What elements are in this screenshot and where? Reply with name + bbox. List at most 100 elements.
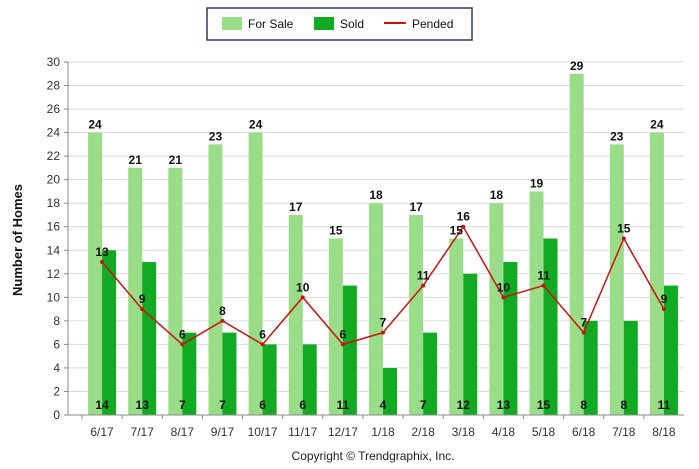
copyright-text: Copyright © Trendgraphix, Inc.: [292, 449, 455, 463]
data-label-for-sale: 15: [450, 224, 464, 238]
data-label-pended: 9: [139, 292, 146, 306]
y-tick-label: 30: [47, 55, 61, 69]
data-label-sold: 8: [620, 398, 627, 412]
data-label-for-sale: 18: [490, 188, 504, 202]
bar-sold: [423, 332, 438, 415]
bar-for-sale: [369, 203, 383, 415]
data-label-sold: 4: [380, 398, 387, 412]
data-label-pended: 6: [179, 327, 186, 341]
x-tick-label: 4/18: [492, 425, 516, 439]
x-tick-label: 8/18: [652, 425, 676, 439]
y-tick-label: 16: [47, 220, 61, 234]
data-label-sold: 11: [658, 398, 671, 412]
data-label-pended: 11: [417, 269, 430, 283]
pended-point: [300, 295, 305, 300]
data-label-pended: 9: [661, 292, 668, 306]
data-label-sold: 14: [95, 398, 109, 412]
bar-sold: [142, 262, 157, 415]
legend-swatch-sold: [314, 17, 334, 30]
data-label-for-sale: 17: [289, 200, 303, 214]
y-tick-label: 0: [53, 408, 60, 422]
bar-sold: [543, 238, 558, 415]
bar-for-sale: [649, 132, 664, 415]
bar-for-sale: [248, 132, 263, 415]
bar-sold: [663, 285, 678, 415]
y-tick-label: 20: [47, 173, 61, 187]
y-tick-label: 26: [47, 102, 61, 116]
bar-sold: [302, 344, 317, 415]
pended-point: [501, 295, 506, 300]
bar-sold: [583, 320, 598, 415]
bar-sold: [383, 367, 397, 415]
pended-point: [581, 330, 586, 335]
pended-point: [140, 307, 145, 312]
bar-for-sale: [128, 167, 143, 415]
bar-for-sale: [88, 132, 103, 415]
bar-sold: [503, 262, 518, 415]
data-label-sold: 7: [179, 398, 186, 412]
pended-point: [220, 318, 225, 323]
legend-label-sold: Sold: [340, 17, 364, 31]
data-label-pended: 15: [617, 222, 631, 236]
pended-point: [661, 307, 666, 312]
data-label-sold: 13: [497, 398, 511, 412]
bar-for-sale: [609, 144, 624, 415]
pended-point: [421, 283, 426, 288]
x-tick-label: 7/18: [612, 425, 636, 439]
bar-for-sale: [208, 144, 223, 415]
data-label-sold: 7: [219, 398, 226, 412]
y-tick-label: 6: [53, 337, 60, 351]
y-tick-label: 22: [47, 149, 61, 163]
data-label-pended: 8: [219, 304, 226, 318]
data-label-sold: 6: [259, 398, 266, 412]
data-label-sold: 8: [580, 398, 587, 412]
bar-for-sale: [409, 214, 424, 415]
data-label-pended: 7: [580, 316, 587, 330]
x-tick-label: 10/17: [248, 425, 278, 439]
y-tick-label: 18: [47, 196, 61, 210]
legend-label-for-sale: For Sale: [248, 17, 294, 31]
data-labels: 24 14 21 13 21 7 23 7 24 6 17 6 15 11 18 4 17 7 15 12 18 13 19…: [88, 59, 670, 412]
data-label-sold: 7: [420, 398, 427, 412]
bar-sold: [102, 250, 117, 415]
data-label-for-sale: 15: [329, 224, 343, 238]
data-label-sold: 11: [337, 398, 350, 412]
legend-swatch-for-sale: [222, 17, 242, 30]
y-tick-label: 2: [53, 384, 60, 398]
data-label-pended: 6: [259, 327, 266, 341]
data-label-sold: 12: [457, 398, 471, 412]
data-label-sold: 6: [299, 398, 306, 412]
bar-sold: [623, 320, 638, 415]
data-label-pended: 13: [95, 245, 109, 259]
x-tick-label: 7/17: [131, 425, 155, 439]
data-label-pended: 6: [340, 327, 347, 341]
data-label-for-sale: 24: [88, 118, 102, 132]
data-label-for-sale: 23: [610, 129, 624, 143]
x-tick-label: 11/17: [288, 425, 317, 439]
data-label-for-sale: 18: [369, 188, 383, 202]
data-label-pended: 11: [537, 269, 550, 283]
pended-point: [180, 342, 185, 347]
bar-sold: [463, 273, 478, 415]
y-tick-label: 14: [47, 243, 61, 257]
data-label-sold: 13: [136, 398, 150, 412]
bar-for-sale: [168, 167, 183, 415]
bar-sold: [342, 285, 357, 415]
data-label-for-sale: 24: [249, 118, 263, 132]
data-label-for-sale: 21: [129, 153, 143, 167]
data-label-pended: 7: [380, 316, 387, 330]
pended-point: [340, 342, 345, 347]
pended-point: [100, 260, 105, 265]
data-label-for-sale: 17: [409, 200, 423, 214]
x-tick-label: 2/18: [411, 425, 435, 439]
pended-line: [100, 224, 666, 347]
pended-point: [381, 330, 385, 335]
legend-box: [206, 7, 473, 41]
x-tick-label: 1/18: [371, 425, 395, 439]
pended-point: [260, 342, 265, 347]
legend-label-pended: Pended: [412, 17, 453, 31]
pended-point: [541, 283, 546, 288]
bar-for-sale: [328, 238, 343, 415]
